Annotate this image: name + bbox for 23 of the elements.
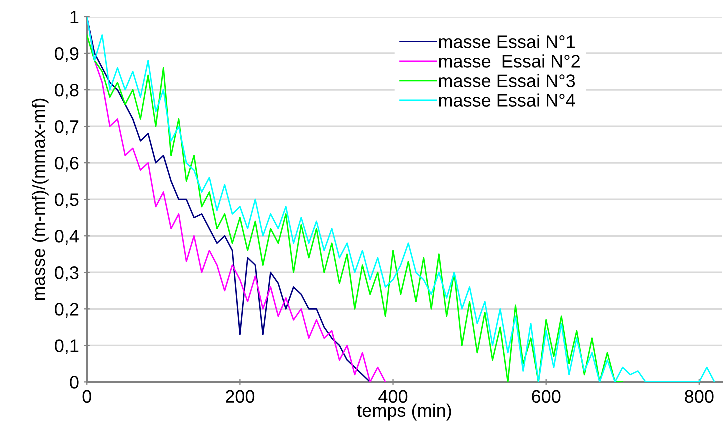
y-tick-label: 0,9 <box>55 47 79 62</box>
y-tick-label: 1 <box>70 11 79 24</box>
x-tick-label: 600 <box>532 390 561 404</box>
y-tick-label: 0,5 <box>55 194 79 208</box>
legend-label: masse Essai N°3 <box>439 74 576 88</box>
x-axis-title: temps (min) <box>357 404 452 421</box>
y-tick-label: 0,2 <box>55 303 79 318</box>
line-series <box>87 34 624 382</box>
legend-label: masse Essai N°1 <box>439 35 575 48</box>
legend-label: masse Essai N°4 <box>439 94 576 107</box>
y-tick-label: 0,6 <box>55 157 79 172</box>
y-tick-label: 0,4 <box>55 230 79 245</box>
y-tick-label: 0,7 <box>55 120 79 136</box>
y-tick-label: 0,1 <box>55 340 79 355</box>
x-tick-label: 800 <box>685 390 714 404</box>
legend-label: masse Essai N°2 <box>439 54 580 68</box>
x-tick-label: 0 <box>82 390 92 404</box>
y-tick-label: 0,3 <box>55 266 79 282</box>
y-tick-label: 0 <box>70 376 79 389</box>
x-tick-label: 400 <box>378 390 408 404</box>
x-tick-label: 200 <box>226 390 255 404</box>
y-tick-label: 0,8 <box>55 84 79 99</box>
y-axis-title: masse (m-mf)/(mmax-mf) <box>32 98 49 300</box>
